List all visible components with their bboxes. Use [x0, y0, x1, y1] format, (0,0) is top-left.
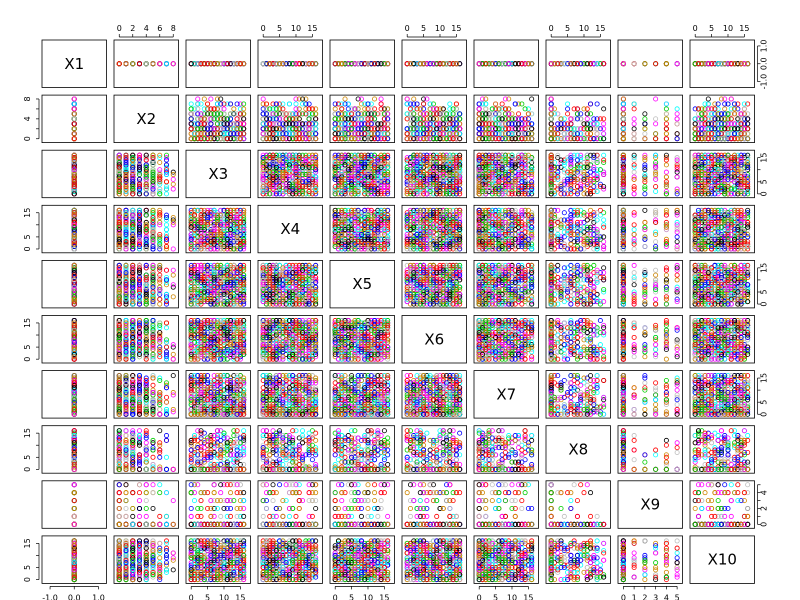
data-point	[171, 62, 175, 66]
data-point	[151, 62, 155, 66]
data-point	[158, 62, 162, 66]
data-point	[131, 62, 135, 66]
points	[189, 62, 246, 66]
data-point	[137, 62, 141, 66]
data-point	[117, 62, 121, 66]
data-point	[164, 62, 168, 66]
panel-X1-vs-X2	[114, 40, 179, 88]
panel-X1-vs-X3	[186, 40, 251, 88]
data-point	[124, 62, 128, 66]
panel-X1-vs-X1: X1	[42, 40, 107, 88]
points	[117, 62, 175, 66]
variable-label-X1: X1	[64, 55, 84, 73]
data-point	[144, 62, 148, 66]
